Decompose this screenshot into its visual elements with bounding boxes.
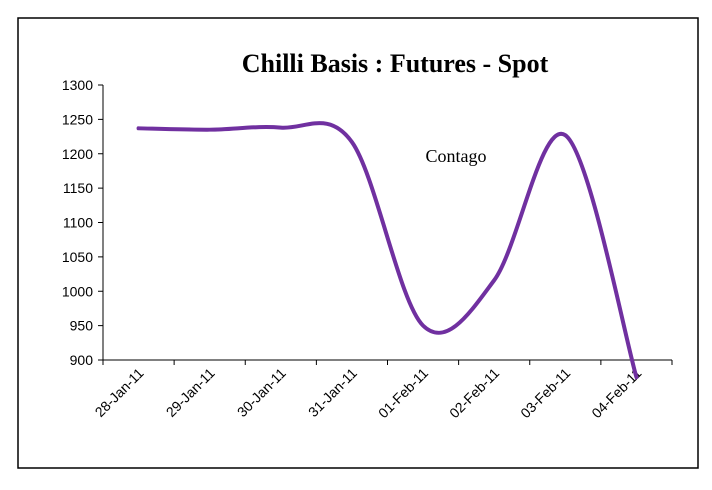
chart-title: Chilli Basis : Futures - Spot	[242, 49, 549, 78]
line	[136, 121, 639, 380]
chart-border	[17, 17, 699, 469]
y-tick-label: 1150	[63, 180, 93, 196]
y-tick-label: 900	[70, 352, 94, 368]
y-tick-label: 1050	[62, 249, 93, 265]
y-tick-label: 1200	[62, 146, 93, 162]
y-tick-label: 1300	[62, 77, 93, 93]
y-tick-label: 1000	[62, 283, 93, 299]
y-tick-label: 950	[70, 318, 94, 334]
y-tick-label: 1100	[63, 215, 93, 231]
y-tick-label: 1250	[62, 111, 93, 127]
annotation: Contago	[426, 146, 487, 166]
